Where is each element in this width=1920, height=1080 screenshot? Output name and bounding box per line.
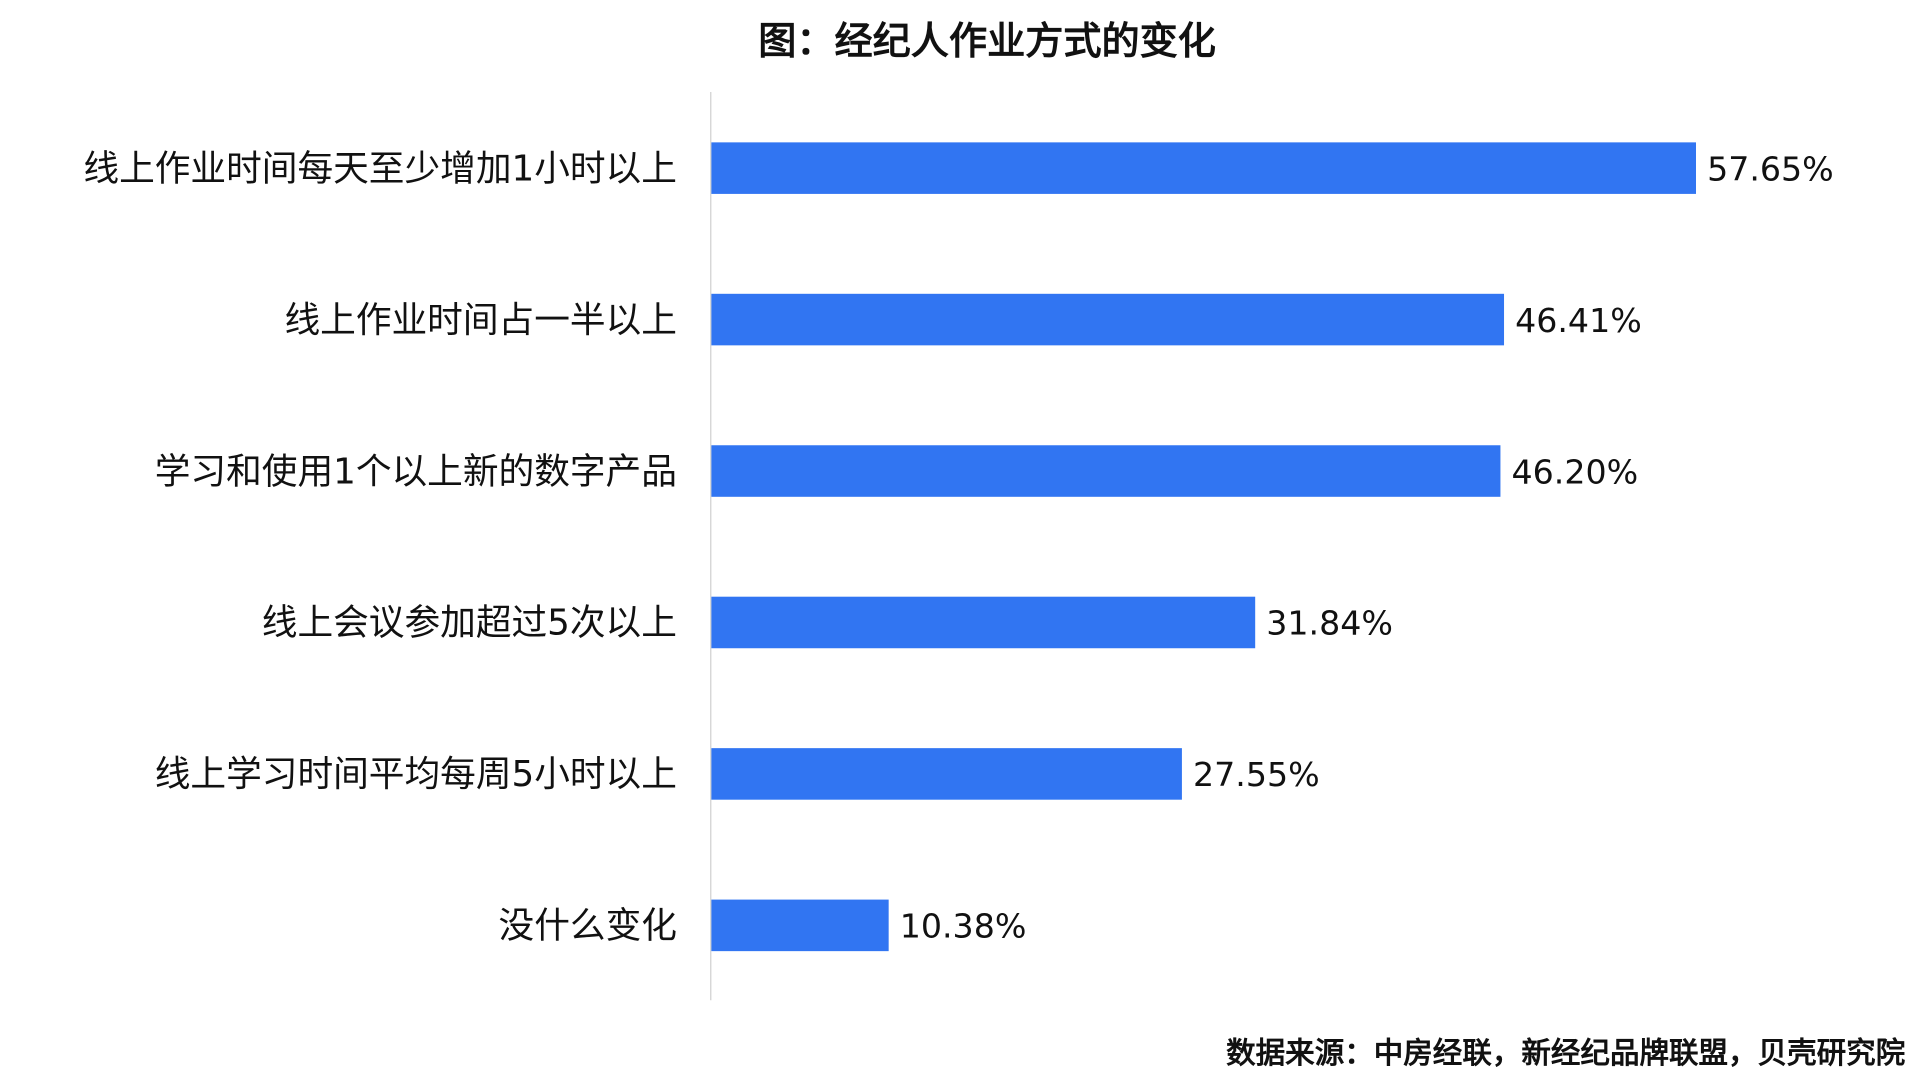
category-label: 线上学习时间平均每周5小时以上	[155, 754, 677, 795]
category-label: 线上会议参加超过5次以上	[262, 603, 677, 644]
category-label: 线上作业时间占一半以上	[284, 300, 676, 341]
data-label: 10.38%	[900, 907, 1027, 946]
category-label: 没什么变化	[499, 906, 677, 947]
category-label: 线上作业时间每天至少增加1小时以上	[83, 148, 677, 189]
data-label: 57.65%	[1707, 149, 1834, 188]
source-note: 数据来源：中房经联，新经纪品牌联盟，贝壳研究院	[1226, 1036, 1906, 1070]
bar	[711, 142, 1696, 194]
data-label: 46.41%	[1515, 301, 1642, 340]
data-label: 46.20%	[1512, 452, 1639, 491]
chart-title: 图：经纪人作业方式的变化	[758, 19, 1216, 63]
bar	[711, 596, 1256, 649]
bar	[711, 445, 1501, 497]
bar	[711, 748, 1182, 800]
category-label: 学习和使用1个以上新的数字产品	[155, 451, 677, 492]
data-label: 31.84%	[1266, 604, 1393, 643]
bar	[711, 293, 1505, 346]
bar	[711, 899, 889, 952]
data-label: 27.55%	[1193, 755, 1320, 794]
